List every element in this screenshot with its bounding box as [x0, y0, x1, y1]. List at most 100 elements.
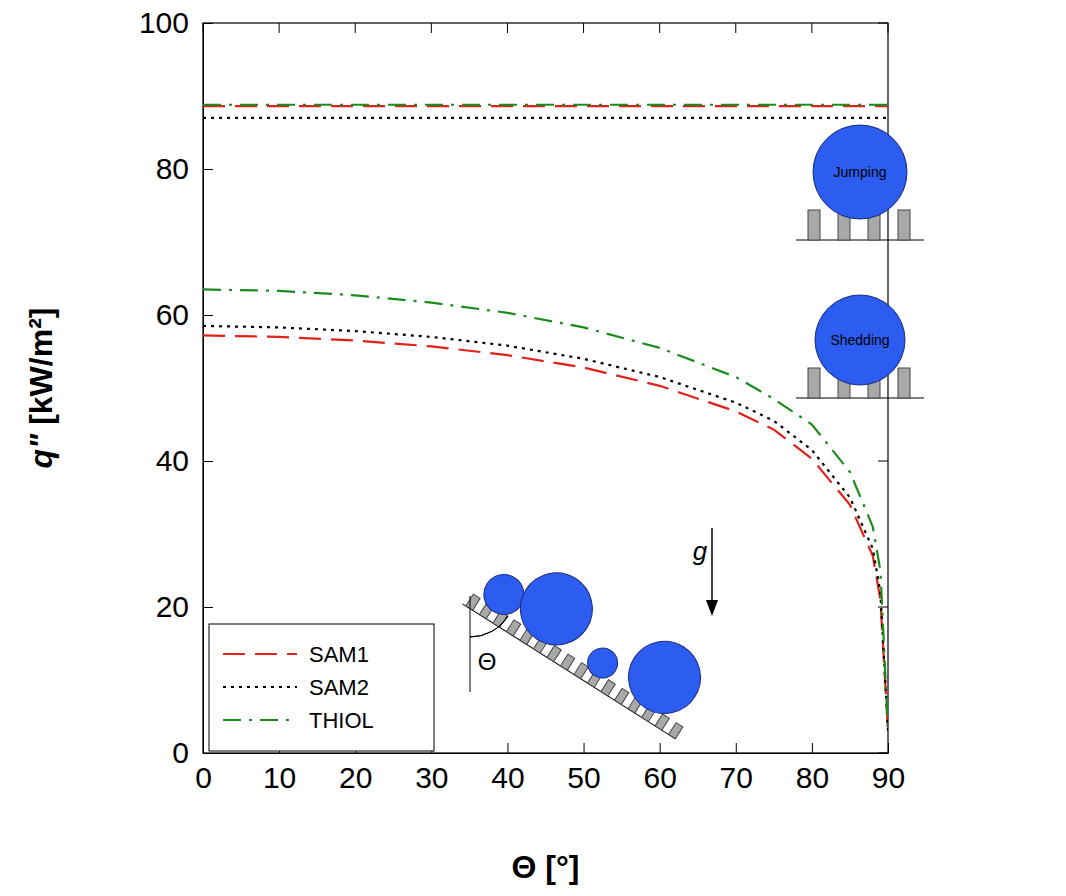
right-tick-mark [878, 23, 888, 24]
pillar [669, 723, 683, 739]
x-tick-label: 10 [263, 761, 296, 794]
droplet [813, 125, 907, 219]
y-axis-title: q" [kW/m²] [23, 308, 59, 469]
series-line [203, 117, 888, 119]
droplet-icon [796, 295, 924, 398]
droplet [507, 559, 606, 658]
y-axis: 0 20 40 60 80 100 [139, 6, 213, 769]
droplet-icon [796, 125, 924, 240]
pillar [898, 210, 910, 240]
x-tick-mark [888, 743, 889, 753]
x-tick: 80 [796, 743, 829, 794]
y-tick: 80 [156, 152, 213, 185]
y-tick: 100 [139, 6, 213, 39]
x-axis-title: Θ [°] [512, 849, 580, 885]
y-tick: 20 [156, 590, 213, 623]
vertical-reference [470, 596, 471, 692]
right-tick-mark [878, 753, 888, 754]
y-tick-label: 40 [156, 444, 189, 477]
right-tick-mark [878, 607, 888, 608]
series-line [203, 104, 888, 106]
pillar [898, 368, 910, 398]
y-tick-mark [203, 169, 213, 170]
inclined-surface [463, 535, 720, 739]
top-tick-mark [811, 23, 812, 33]
y-tick-label: 60 [156, 298, 189, 331]
y-tick-label: 0 [172, 736, 189, 769]
jumping-label: Jumping [834, 164, 887, 180]
y-tick: 40 [156, 444, 213, 477]
droplet [582, 642, 623, 683]
top-tick-mark [355, 23, 356, 33]
x-tick-label: 30 [415, 761, 448, 794]
angle-arc [470, 616, 508, 637]
legend-swatch [223, 686, 297, 688]
y-tick-mark [203, 23, 213, 24]
x-tick-label: 40 [491, 761, 524, 794]
plot-frame [203, 23, 888, 753]
shedding-label: Shedding [830, 332, 889, 348]
y-tick-label: 100 [139, 6, 189, 39]
illustrations [463, 125, 924, 739]
y-tick-label: 80 [156, 152, 189, 185]
gravity-arrowhead [706, 600, 718, 616]
pillar [574, 663, 588, 679]
legend-swatch [223, 719, 297, 721]
gravity-label: g [693, 536, 708, 566]
pillar [601, 680, 615, 696]
x-tick-mark [507, 743, 508, 753]
y-tick-mark [203, 607, 213, 608]
top-tick-mark [279, 23, 280, 33]
pillar [808, 210, 820, 240]
top-tick-mark [659, 23, 660, 33]
y-tick-label: 20 [156, 590, 189, 623]
x-tick: 60 [643, 743, 676, 794]
x-tick-label: 0 [195, 761, 212, 794]
pillar [506, 620, 520, 636]
x-tick-mark [736, 743, 737, 753]
x-tick: 40 [491, 743, 524, 794]
x-tick: 70 [720, 743, 753, 794]
gravity-arrow [711, 528, 713, 608]
legend-label: THIOL [309, 708, 374, 733]
y-tick-mark [203, 753, 213, 754]
top-tick-mark [583, 23, 584, 33]
x-axis-line [204, 753, 889, 754]
top-tick-mark [203, 23, 204, 33]
y-axis-line [203, 24, 204, 754]
angle-label: Θ [478, 648, 497, 675]
legend: SAM1SAM2THIOL [209, 624, 434, 751]
top-tick-mark [507, 23, 508, 33]
pillar [466, 594, 480, 610]
x-tick: 90 [872, 743, 905, 794]
series-line [203, 105, 888, 107]
top-tick-mark [431, 23, 432, 33]
x-tick-label: 80 [796, 761, 829, 794]
pillar [655, 714, 669, 730]
pillar [560, 654, 574, 670]
chart: 0 10 20 30 40 50 60 70 80 90 0 20 40 60 80 100 Θ [°] q" [… [0, 0, 1066, 896]
x-tick-mark [812, 743, 813, 753]
x-tick-mark [660, 743, 661, 753]
y-tick: 0 [172, 736, 213, 769]
x-tick-label: 60 [643, 761, 676, 794]
top-tick-mark [735, 23, 736, 33]
pillar [808, 368, 820, 398]
x-tick-label: 70 [720, 761, 753, 794]
pillar [547, 646, 561, 662]
top-tick-mark [888, 23, 889, 33]
x-tick-label: 20 [339, 761, 372, 794]
y-tick-mark [203, 461, 213, 462]
pillar [615, 688, 629, 704]
x-tick-label: 50 [567, 761, 600, 794]
x-tick: 50 [567, 743, 600, 794]
y-tick-mark [203, 315, 213, 316]
droplet [815, 295, 905, 385]
x-tick-label: 90 [872, 761, 905, 794]
legend-swatch [223, 653, 297, 655]
droplet [615, 628, 714, 727]
right-tick-mark [878, 461, 888, 462]
x-tick-mark [584, 743, 585, 753]
legend-label: SAM2 [309, 675, 369, 700]
legend-box [209, 624, 434, 751]
